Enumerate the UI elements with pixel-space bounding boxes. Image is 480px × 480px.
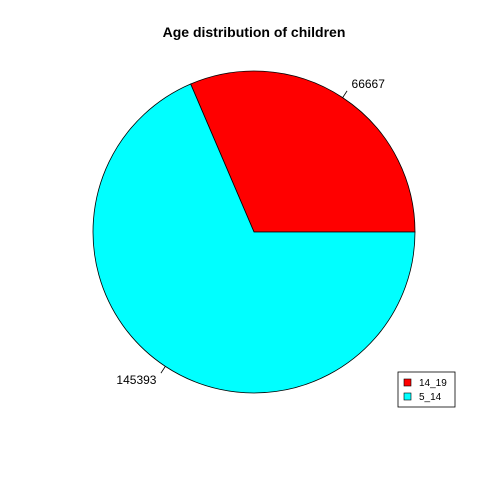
slice-leader-line-14_19: [342, 90, 348, 98]
legend-label-2: 5_14: [419, 392, 442, 403]
slice-leader-line-5_14: [160, 366, 166, 374]
legend-swatch-1: [403, 378, 412, 387]
legend-swatch-2: [403, 392, 412, 401]
chart-title: Age distribution of children: [163, 24, 346, 40]
slice-value-label-5_14: 145393: [116, 373, 156, 387]
legend-box: [397, 371, 456, 408]
pie-slice-14_19: [190, 70, 416, 233]
pie-slice-5_14: [92, 83, 416, 394]
legend: 14_19 5_14: [397, 371, 456, 408]
slice-labels: 66667 145393: [116, 77, 385, 387]
pie-slices: [92, 70, 416, 394]
slice-value-label-14_19: 66667: [352, 77, 386, 91]
legend-label-1: 14_19: [419, 378, 447, 389]
